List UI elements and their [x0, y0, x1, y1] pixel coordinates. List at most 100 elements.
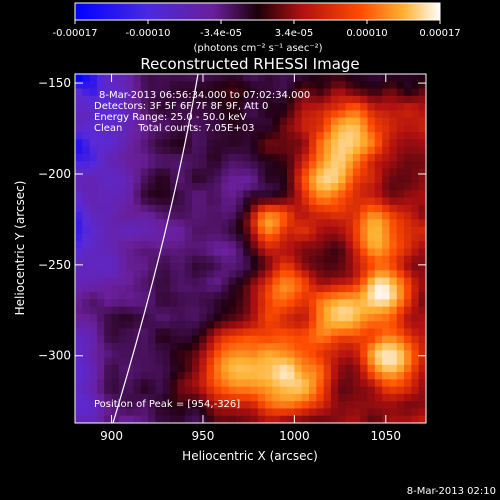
heatmap-cell — [228, 321, 237, 330]
heatmap-cell — [352, 212, 361, 221]
heatmap-cell — [250, 299, 259, 308]
heatmap-cell — [126, 335, 135, 344]
heatmap-cell — [257, 183, 266, 191]
heatmap-cell — [330, 124, 339, 133]
heatmap-cell — [330, 255, 339, 264]
heatmap-cell — [338, 255, 347, 264]
heatmap-cell — [345, 386, 354, 395]
heatmap-cell — [111, 88, 120, 97]
heatmap-cell — [309, 175, 317, 184]
heatmap-cell — [155, 321, 164, 330]
heatmap-cell — [301, 364, 310, 373]
heatmap-cell — [192, 415, 200, 423]
heatmap-cell — [250, 408, 259, 417]
heatmap-cell — [140, 88, 149, 97]
heatmap-cell — [323, 88, 332, 97]
heatmap-cell — [382, 241, 391, 250]
heatmap-cell — [330, 197, 339, 206]
heatmap-cell — [235, 175, 244, 184]
heatmap-cell — [374, 277, 383, 286]
heatmap-cell — [367, 364, 376, 373]
heatmap-cell — [265, 364, 274, 373]
heatmap-cell — [272, 110, 281, 119]
heatmap-cell — [111, 183, 120, 191]
heatmap-cell — [148, 386, 157, 395]
heatmap-cell — [177, 357, 186, 366]
heatmap-cell — [352, 226, 361, 235]
heatmap-cell — [184, 343, 193, 351]
heatmap-cell — [345, 321, 354, 330]
heatmap-cell — [206, 401, 215, 410]
heatmap-cell — [104, 226, 113, 235]
heatmap-cell — [287, 74, 295, 82]
heatmap-cell — [111, 401, 120, 410]
heatmap-cell — [213, 335, 222, 344]
heatmap-cell — [82, 132, 91, 141]
heatmap-cell — [75, 183, 83, 191]
heatmap-cell — [75, 212, 83, 221]
heatmap-cell — [396, 88, 405, 97]
heatmap-cell — [192, 248, 200, 257]
heatmap-cell — [148, 357, 157, 366]
heatmap-cell — [192, 88, 200, 97]
heatmap-cell — [192, 168, 200, 177]
heatmap-cell — [330, 241, 339, 250]
heatmap-cell — [213, 386, 222, 395]
heatmap-cell — [265, 146, 274, 155]
heatmap-cell — [148, 81, 157, 90]
heatmap-cell — [82, 408, 91, 417]
heatmap-cell — [118, 183, 127, 191]
heatmap-cell — [235, 81, 244, 90]
heatmap-cell — [213, 233, 222, 242]
heatmap-cell — [316, 408, 325, 417]
heatmap-cell — [411, 306, 420, 315]
heatmap-cell — [162, 153, 171, 162]
heatmap-cell — [316, 88, 325, 97]
heatmap-cell — [199, 401, 208, 410]
heatmap-cell — [345, 204, 354, 213]
heatmap-cell — [404, 401, 412, 410]
heatmap-cell — [389, 161, 398, 170]
heatmap-cell — [404, 321, 412, 330]
heatmap-cell — [250, 248, 259, 257]
heatmap-cell — [177, 379, 186, 388]
heatmap-cell — [418, 219, 426, 228]
heatmap-cell — [316, 226, 325, 235]
heatmap-cell — [199, 219, 208, 228]
heatmap-cell — [104, 292, 113, 300]
heatmap-cell — [228, 343, 237, 351]
heatmap-cell — [221, 110, 230, 119]
heatmap-cell — [199, 299, 208, 308]
heatmap-cell — [323, 81, 332, 90]
heatmap-cell — [411, 401, 420, 410]
heatmap-cell — [140, 335, 149, 344]
heatmap-cell — [184, 393, 193, 402]
heatmap-cell — [389, 175, 398, 184]
heatmap-cell — [96, 103, 105, 111]
heatmap-cell — [221, 219, 230, 228]
heatmap-cell — [367, 117, 376, 126]
heatmap-cell — [287, 168, 295, 177]
heatmap-cell — [294, 284, 303, 293]
heatmap-cell — [301, 270, 310, 279]
heatmap-cell — [162, 197, 171, 206]
heatmap-cell — [309, 372, 317, 380]
heatmap-cell — [89, 335, 98, 344]
heatmap-cell — [111, 357, 120, 366]
heatmap-cell — [301, 313, 310, 322]
heatmap-cell — [148, 103, 157, 111]
heatmap-cell — [199, 168, 208, 177]
heatmap-cell — [294, 372, 303, 380]
heatmap-cell — [301, 139, 310, 148]
heatmap-cell — [133, 103, 142, 111]
heatmap-cell — [140, 168, 149, 177]
heatmap-cell — [323, 415, 332, 423]
heatmap-cell — [82, 415, 91, 423]
heatmap-cell — [162, 74, 171, 82]
heatmap-cell — [389, 321, 398, 330]
heatmap-cell — [184, 248, 193, 257]
heatmap-cell — [345, 393, 354, 402]
heatmap-cell — [330, 183, 339, 191]
heatmap-cell — [140, 132, 149, 141]
heatmap-cell — [221, 350, 230, 359]
